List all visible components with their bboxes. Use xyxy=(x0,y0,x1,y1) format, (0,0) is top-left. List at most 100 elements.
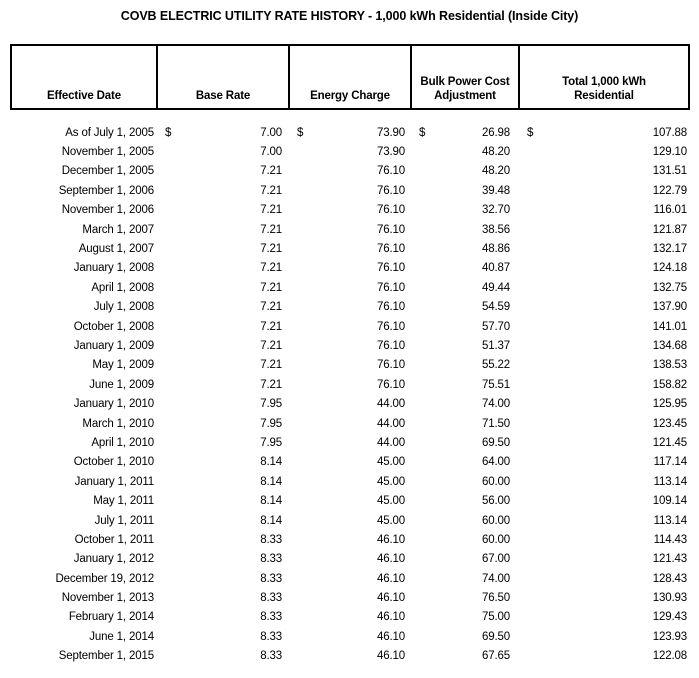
cell-base-rate: 7.21 xyxy=(158,379,290,391)
cell-bulk-power-cost-adjustment: 76.50 xyxy=(412,592,520,604)
base-rate-value: 7.95 xyxy=(260,398,282,411)
cell-base-rate: 7.95 xyxy=(158,437,290,449)
cell-total-residential: 114.43 xyxy=(520,534,690,546)
bulk-power-cost-adjustment-value: 64.00 xyxy=(481,456,510,469)
base-rate-value: 8.33 xyxy=(260,572,282,585)
table-row: October 1, 2011 8.33 46.10 60.00 114.43 xyxy=(10,530,690,549)
cell-total-residential: 117.14 xyxy=(520,456,690,468)
base-rate-value: 8.33 xyxy=(260,650,282,663)
table-row: August 1, 2007 7.21 76.10 48.86 132.17 xyxy=(10,239,690,258)
bulk-power-cost-adjustment-value: 57.70 xyxy=(481,320,510,333)
total-residential-value: 138.53 xyxy=(652,359,687,372)
total-residential-value: 121.87 xyxy=(652,223,687,236)
total-residential-value: 128.43 xyxy=(652,572,687,585)
cell-effective-date: July 1, 2008 xyxy=(93,301,154,314)
base-rate-value: 8.14 xyxy=(260,475,282,488)
cell-base-rate: 7.21 xyxy=(158,359,290,371)
cell-energy-charge: 76.10 xyxy=(290,204,412,216)
cell-total-residential: 123.93 xyxy=(520,631,690,643)
bulk-power-cost-adjustment-value: 75.51 xyxy=(481,378,510,391)
energy-charge-value: 76.10 xyxy=(376,165,405,178)
total-residential-value: 116.01 xyxy=(653,204,688,217)
table-row: May 1, 2009 7.21 76.10 55.22 138.53 xyxy=(10,356,690,375)
bulk-power-cost-adjustment-value: 67.65 xyxy=(481,650,510,663)
cell-base-rate: 7.95 xyxy=(158,418,290,430)
cell-bulk-power-cost-adjustment: 67.65 xyxy=(412,650,520,662)
table-row: January 1, 2008 7.21 76.10 40.87 124.18 xyxy=(10,259,690,278)
cell-effective-date: October 1, 2010 xyxy=(73,456,154,469)
cell-effective-date: June 1, 2009 xyxy=(89,378,154,391)
base-rate-value: 7.21 xyxy=(260,204,282,217)
base-rate-value: 8.14 xyxy=(260,495,282,508)
base-rate-value: 7.21 xyxy=(260,165,282,178)
cell-bulk-power-cost-adjustment: 64.00 xyxy=(412,456,520,468)
energy-charge-value: 73.90 xyxy=(376,126,405,139)
cell-bulk-power-cost-adjustment: 48.20 xyxy=(412,146,520,158)
cell-effective-date: May 1, 2011 xyxy=(93,495,154,508)
table-row: December 19, 2012 8.33 46.10 74.00 128.4… xyxy=(10,569,690,588)
cell-base-rate: 7.95 xyxy=(158,398,290,410)
cell-effective-date: January 1, 2011 xyxy=(74,475,155,488)
energy-charge-value: 76.10 xyxy=(376,301,405,314)
cell-base-rate: 7.00 xyxy=(158,146,290,158)
cell-base-rate: 7.21 xyxy=(158,301,290,313)
column-header-bulk-power-cost-adjustment: Bulk Power Cost Adjustment xyxy=(412,46,520,108)
table-row: January 1, 2012 8.33 46.10 67.00 121.43 xyxy=(10,550,690,569)
energy-charge-value: 45.00 xyxy=(376,475,405,488)
cell-total-residential: 122.08 xyxy=(520,650,690,662)
bulk-power-cost-adjustment-value: 69.50 xyxy=(481,630,510,643)
cell-energy-charge: 76.10 xyxy=(290,165,412,177)
cell-base-rate: 8.33 xyxy=(158,553,290,565)
cell-bulk-power-cost-adjustment: 69.50 xyxy=(412,437,520,449)
cell-effective-date: October 1, 2008 xyxy=(73,320,154,333)
cell-energy-charge: 45.00 xyxy=(290,495,412,507)
energy-charge-value: 46.10 xyxy=(376,533,405,546)
table-row: June 1, 2014 8.33 46.10 69.50 123.93 xyxy=(10,627,690,646)
total-residential-value: 130.93 xyxy=(652,592,687,605)
table-row: March 1, 2010 7.95 44.00 71.50 123.45 xyxy=(10,414,690,433)
bulk-power-cost-adjustment-value: 48.86 xyxy=(481,243,510,256)
cell-base-rate: 8.33 xyxy=(158,534,290,546)
cell-total-residential: 113.14 xyxy=(520,476,690,488)
cell-total-residential: 128.43 xyxy=(520,573,690,585)
cell-base-rate: 8.14 xyxy=(158,456,290,468)
cell-bulk-power-cost-adjustment: 55.22 xyxy=(412,359,520,371)
base-rate-value: 7.00 xyxy=(260,126,282,139)
bulk-power-cost-adjustment-value: 75.00 xyxy=(481,611,510,624)
currency-symbol: $ xyxy=(165,126,172,139)
currency-symbol: $ xyxy=(527,126,534,139)
energy-charge-value: 76.10 xyxy=(376,359,405,372)
table-row: April 1, 2008 7.21 76.10 49.44 132.75 xyxy=(10,278,690,297)
base-rate-value: 7.21 xyxy=(260,301,282,314)
base-rate-value: 8.14 xyxy=(260,514,282,527)
cell-base-rate: $ 7.00 xyxy=(158,127,290,139)
cell-base-rate: 7.21 xyxy=(158,204,290,216)
energy-charge-value: 46.10 xyxy=(376,630,405,643)
cell-effective-date: March 1, 2010 xyxy=(82,417,154,430)
energy-charge-value: 76.10 xyxy=(376,223,405,236)
cell-bulk-power-cost-adjustment: 54.59 xyxy=(412,301,520,313)
total-residential-value: 121.43 xyxy=(652,553,687,566)
bulk-power-cost-adjustment-value: 71.50 xyxy=(481,417,510,430)
energy-charge-value: 46.10 xyxy=(376,592,405,605)
cell-total-residential: 129.10 xyxy=(520,146,690,158)
cell-energy-charge: 46.10 xyxy=(290,534,412,546)
total-residential-value: 158.82 xyxy=(652,378,687,391)
energy-charge-value: 76.10 xyxy=(376,320,405,333)
cell-effective-date: March 1, 2007 xyxy=(82,223,154,236)
energy-charge-value: 76.10 xyxy=(376,243,405,256)
energy-charge-value: 76.10 xyxy=(376,262,405,275)
total-residential-value: 122.08 xyxy=(652,650,687,663)
cell-bulk-power-cost-adjustment: 56.00 xyxy=(412,495,520,507)
base-rate-value: 8.33 xyxy=(260,592,282,605)
cell-base-rate: 7.21 xyxy=(158,224,290,236)
cell-total-residential: 124.18 xyxy=(520,262,690,274)
cell-energy-charge: 45.00 xyxy=(290,476,412,488)
energy-charge-value: 46.10 xyxy=(376,553,405,566)
table-row: June 1, 2009 7.21 76.10 75.51 158.82 xyxy=(10,375,690,394)
cell-energy-charge: 76.10 xyxy=(290,224,412,236)
total-residential-value: 123.45 xyxy=(652,417,687,430)
cell-bulk-power-cost-adjustment: 75.51 xyxy=(412,379,520,391)
total-residential-value: 114.43 xyxy=(653,533,688,546)
cell-energy-charge: 76.10 xyxy=(290,340,412,352)
